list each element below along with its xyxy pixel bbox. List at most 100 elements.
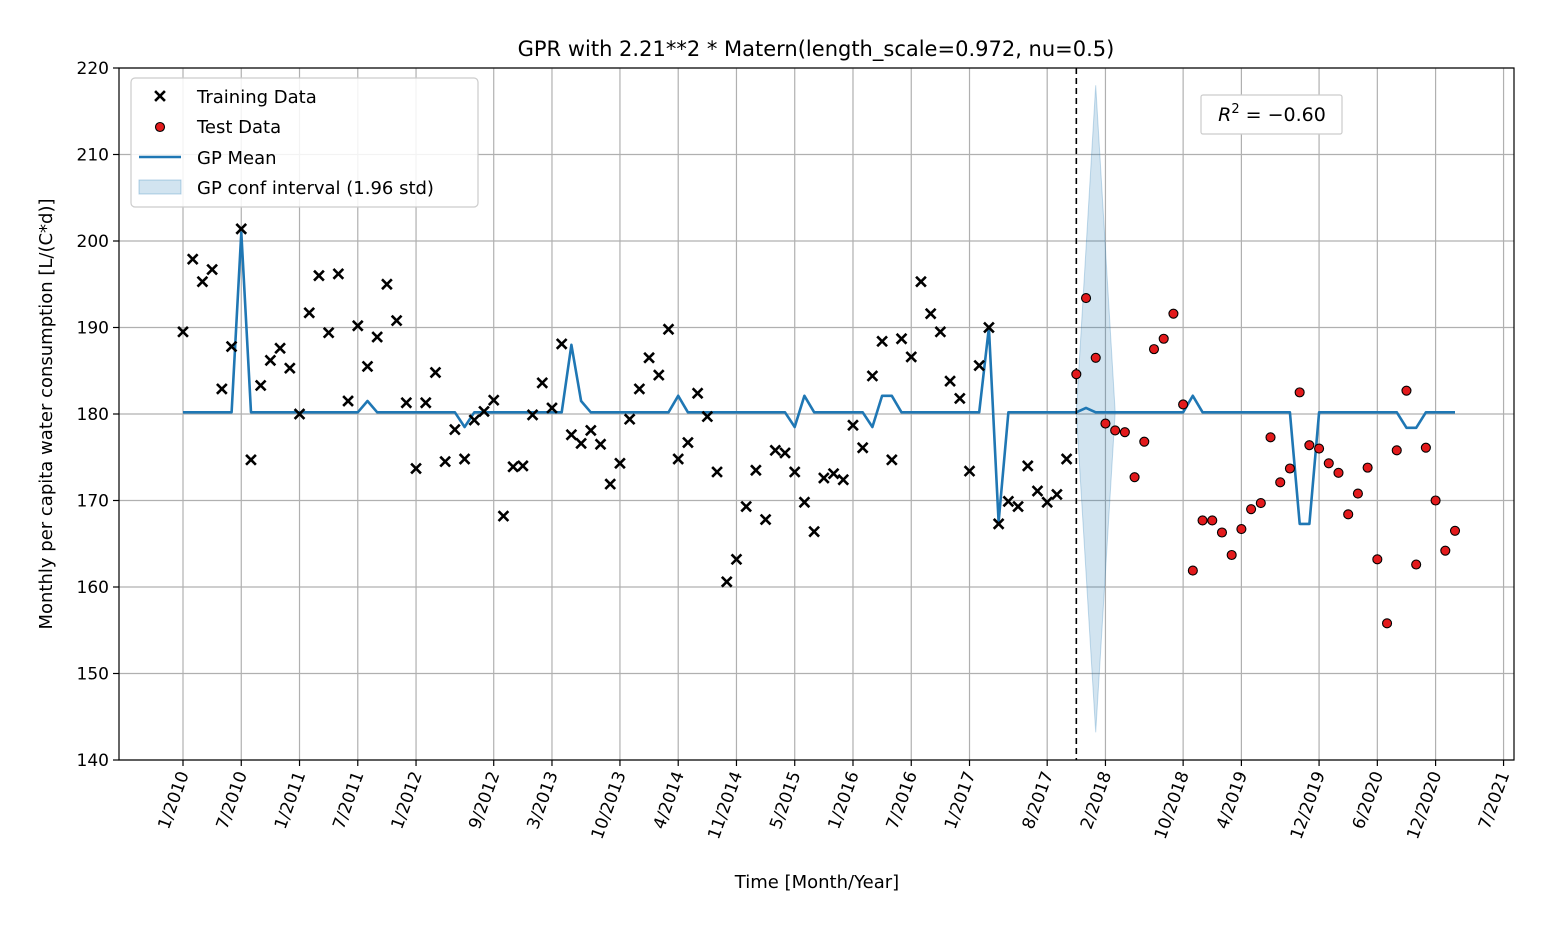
legend-marker-conf-band <box>138 179 182 195</box>
training-point-stroke <box>303 306 316 319</box>
training-point <box>283 362 296 374</box>
x-tick-label: 8/2017 <box>1019 769 1058 832</box>
training-point-stroke <box>410 462 422 475</box>
training-point <box>526 409 539 421</box>
training-point <box>575 437 587 450</box>
training-point-stroke <box>808 525 820 538</box>
training-point <box>400 396 413 409</box>
chart-title: GPR with 2.21**2 * Matern(length_scale=0… <box>518 37 1115 62</box>
training-point-stroke <box>497 510 510 522</box>
training-point-stroke <box>390 314 403 327</box>
training-point-stroke <box>779 447 791 459</box>
y-axis-label: Monthly per capita water consumption [L/… <box>36 198 57 629</box>
y-tick-label: 190 <box>77 319 109 339</box>
training-point <box>934 325 947 338</box>
training-point-stroke <box>750 464 762 477</box>
training-point-stroke <box>536 377 549 389</box>
y-tick-label: 210 <box>77 146 109 166</box>
training-point <box>1012 500 1024 513</box>
training-point-stroke <box>1060 453 1073 465</box>
test-point <box>1449 525 1461 536</box>
x-tick-label: 4/2014 <box>650 769 689 832</box>
test-point <box>1100 418 1111 429</box>
training-point <box>332 268 345 280</box>
training-point <box>468 414 481 426</box>
training-point <box>390 314 403 327</box>
training-point-stroke <box>847 419 859 432</box>
training-point-stroke <box>992 518 1005 530</box>
training-point-stroke <box>400 396 413 409</box>
test-point <box>1352 488 1363 499</box>
training-point-stroke <box>206 263 218 276</box>
training-point <box>633 383 646 395</box>
x-tick-label: 7/2011 <box>329 769 368 832</box>
training-point-stroke <box>614 457 626 470</box>
training-point <box>546 402 558 414</box>
training-point-stroke <box>983 321 995 334</box>
annotation-text: R2 = −0.60 <box>1218 102 1326 126</box>
training-point <box>1060 453 1073 465</box>
training-point <box>1002 495 1015 508</box>
training-point <box>963 465 976 477</box>
test-point <box>1440 545 1451 556</box>
training-point-stroke <box>274 342 286 355</box>
x-tick-label: 1/2016 <box>824 769 863 832</box>
training-point-stroke <box>633 383 646 395</box>
training-point-stroke <box>351 319 364 332</box>
training-point <box>701 410 714 423</box>
training-point <box>293 408 306 420</box>
test-point <box>1158 333 1169 344</box>
test-point <box>1381 618 1393 629</box>
test-point <box>1343 509 1354 520</box>
training-point <box>866 370 879 382</box>
training-point-stroke <box>730 553 743 566</box>
training-point <box>682 436 694 449</box>
training-point <box>361 360 374 373</box>
training-point-stroke <box>662 323 675 336</box>
training-point-stroke <box>342 395 354 407</box>
training-point <box>497 510 510 522</box>
training-point-stroke <box>245 454 257 466</box>
training-point-stroke <box>652 369 665 381</box>
test-points-layer <box>1071 293 1461 629</box>
training-point <box>711 466 723 478</box>
training-point-stroke <box>1012 500 1024 513</box>
legend-label-test: Test Data <box>196 117 281 138</box>
training-point-stroke <box>196 275 209 288</box>
training-point <box>944 375 956 387</box>
training-point-stroke <box>924 307 937 320</box>
x-tick-label: 7/2021 <box>1475 769 1514 832</box>
test-point <box>1139 436 1150 447</box>
training-point <box>759 513 772 526</box>
x-tick-label: 5/2015 <box>766 769 805 832</box>
test-point <box>1420 442 1431 453</box>
training-point <box>730 553 743 566</box>
training-point-stroke <box>856 441 869 454</box>
training-point-stroke <box>701 410 714 423</box>
training-point-stroke <box>449 423 461 436</box>
training-point <box>740 500 753 513</box>
training-point <box>439 455 452 468</box>
test-point <box>1323 458 1334 469</box>
training-point <box>594 438 607 451</box>
y-tick-label: 160 <box>77 578 109 598</box>
training-point-stroke <box>517 460 529 472</box>
test-point <box>1080 293 1092 304</box>
training-point-stroke <box>381 278 393 291</box>
test-point <box>1226 549 1237 561</box>
training-point-stroke <box>468 414 481 426</box>
training-point-stroke <box>186 253 199 266</box>
test-point <box>1178 399 1189 410</box>
y-tick-label: 200 <box>77 232 109 252</box>
training-point <box>604 478 617 490</box>
test-point <box>1391 445 1402 456</box>
training-point-stroke <box>623 413 636 426</box>
training-point <box>1041 496 1054 509</box>
x-tick-label: 7/2010 <box>213 769 252 832</box>
training-point-stroke <box>711 466 723 478</box>
training-point-stroke <box>769 444 782 457</box>
training-point <box>322 326 335 339</box>
training-point <box>837 473 850 486</box>
training-point-stroke <box>293 408 306 420</box>
test-point <box>1284 463 1295 474</box>
